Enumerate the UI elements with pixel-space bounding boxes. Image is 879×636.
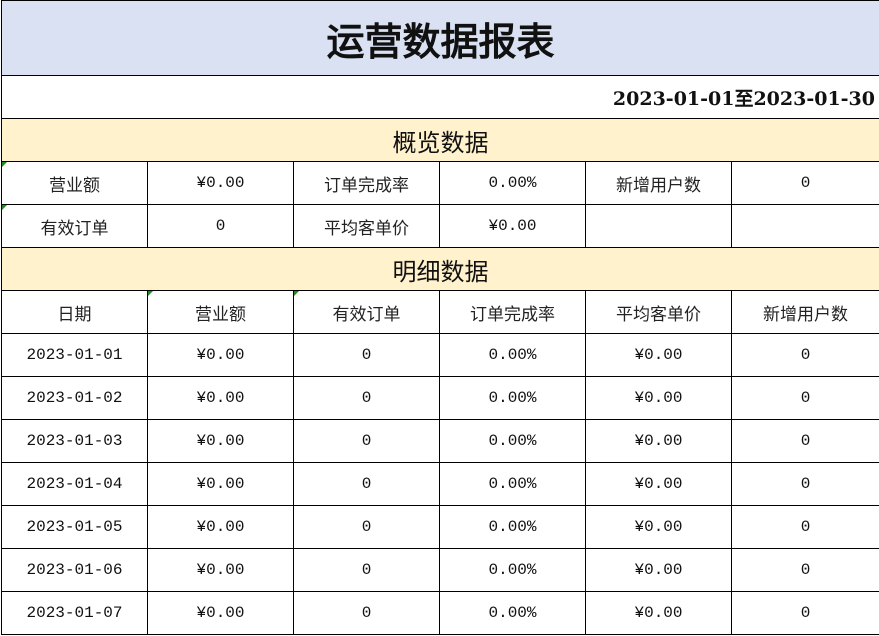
table-cell[interactable]: ¥0.00 [586,463,732,505]
overview-value-cell[interactable]: 0.00% [440,162,586,204]
table-cell[interactable]: ¥0.00 [148,377,294,419]
table-cell[interactable]: 2023-01-04 [2,463,148,505]
overview-table: 营业额 ¥0.00 订单完成率 0.00% 新增用户数 0 有效订单 0 平均客单价 ¥0.00 [2,162,879,248]
table-cell[interactable]: 0 [800,604,811,622]
table-cell[interactable]: 0 [800,432,811,450]
table-cell[interactable]: ¥0.00 [148,592,294,634]
table-cell[interactable]: 0 [294,420,440,462]
detail-section-title[interactable]: 明细数据 [2,248,879,291]
table-cell[interactable]: ¥0.00 [148,420,294,462]
table-cell[interactable]: 0.00% [440,334,586,376]
report-title[interactable]: 运营数据报表 [2,0,879,76]
table-cell[interactable]: ¥0.00 [148,549,294,591]
overview-section-title[interactable]: 概览数据 [2,119,879,162]
date-range[interactable]: 2023-01-01至2023-01-30 [2,76,879,119]
table-cell[interactable]: 0.00% [440,592,586,634]
overview-label-cell[interactable]: 有效订单 [2,205,148,247]
table-cell[interactable]: 0.00% [440,549,586,591]
table-cell[interactable]: 2023-01-06 [2,549,148,591]
table-cell[interactable]: 0 [800,389,811,407]
overview-label-cell[interactable]: 平均客单价 [294,205,440,247]
overview-label-cell[interactable]: 订单完成率 [294,162,440,204]
table-cell[interactable]: 0 [800,518,811,536]
detail-header-row: 日期 营业额 有效订单 订单完成率 平均客单价 新增用户数 [2,291,879,334]
overview-label-cell[interactable] [586,205,732,247]
overview-value-cell[interactable]: 0 [148,205,294,247]
table-cell[interactable]: 0 [294,377,440,419]
column-header[interactable]: 有效订单 [294,291,440,333]
overview-row: 营业额 ¥0.00 订单完成率 0.00% 新增用户数 0 [2,162,879,205]
table-cell[interactable]: ¥0.00 [586,377,732,419]
overview-value-cell[interactable]: ¥0.00 [148,162,294,204]
table-cell[interactable]: 0.00% [440,420,586,462]
table-row: 2023-01-03 ¥0.00 0 0.00% ¥0.00 0 [2,420,879,463]
table-cell[interactable]: 2023-01-02 [2,377,148,419]
table-cell[interactable]: 0 [294,506,440,548]
detail-table: 日期 营业额 有效订单 订单完成率 平均客单价 新增用户数 2023-01-01 ¥0.00 0… [2,291,879,635]
table-cell[interactable]: ¥0.00 [586,549,732,591]
table-cell[interactable]: ¥0.00 [586,592,732,634]
overview-value-cell[interactable]: 0 [800,174,811,192]
table-cell[interactable]: 0 [294,334,440,376]
column-header[interactable]: 平均客单价 [586,291,732,333]
table-cell[interactable]: 0 [800,346,811,364]
table-cell[interactable]: 2023-01-07 [2,592,148,634]
overview-label-cell[interactable]: 营业额 [2,162,148,204]
table-cell[interactable]: 0 [294,549,440,591]
table-cell[interactable]: 0.00% [440,506,586,548]
table-cell[interactable]: ¥0.00 [586,334,732,376]
column-header[interactable]: 订单完成率 [440,291,586,333]
table-cell[interactable]: 0.00% [440,463,586,505]
column-header[interactable]: 日期 [2,291,148,333]
table-cell[interactable]: ¥0.00 [586,506,732,548]
table-cell[interactable]: 2023-01-01 [2,334,148,376]
table-cell[interactable]: ¥0.00 [148,463,294,505]
table-row: 2023-01-07 ¥0.00 0 0.00% ¥0.00 0 [2,592,879,635]
table-cell[interactable]: 0.00% [440,377,586,419]
table-cell[interactable]: 0 [800,475,811,493]
overview-label-cell[interactable]: 新增用户数 [586,162,732,204]
column-header[interactable]: 新增用户数 [763,304,848,325]
overview-value-cell[interactable] [732,205,879,247]
column-header[interactable]: 营业额 [148,291,294,333]
table-row: 2023-01-04 ¥0.00 0 0.00% ¥0.00 0 [2,463,879,506]
table-row: 2023-01-05 ¥0.00 0 0.00% ¥0.00 0 [2,506,879,549]
table-cell[interactable]: ¥0.00 [586,420,732,462]
table-cell[interactable]: 0 [294,463,440,505]
table-row: 2023-01-02 ¥0.00 0 0.00% ¥0.00 0 [2,377,879,420]
overview-value-cell[interactable]: ¥0.00 [440,205,586,247]
table-cell[interactable]: 0 [800,561,811,579]
table-row: 2023-01-01 ¥0.00 0 0.00% ¥0.00 0 [2,334,879,377]
table-row: 2023-01-06 ¥0.00 0 0.00% ¥0.00 0 [2,549,879,592]
table-cell[interactable]: ¥0.00 [148,506,294,548]
table-cell[interactable]: 2023-01-05 [2,506,148,548]
table-cell[interactable]: 0 [294,592,440,634]
overview-row: 有效订单 0 平均客单价 ¥0.00 [2,205,879,248]
table-cell[interactable]: 2023-01-03 [2,420,148,462]
table-cell[interactable]: ¥0.00 [148,334,294,376]
